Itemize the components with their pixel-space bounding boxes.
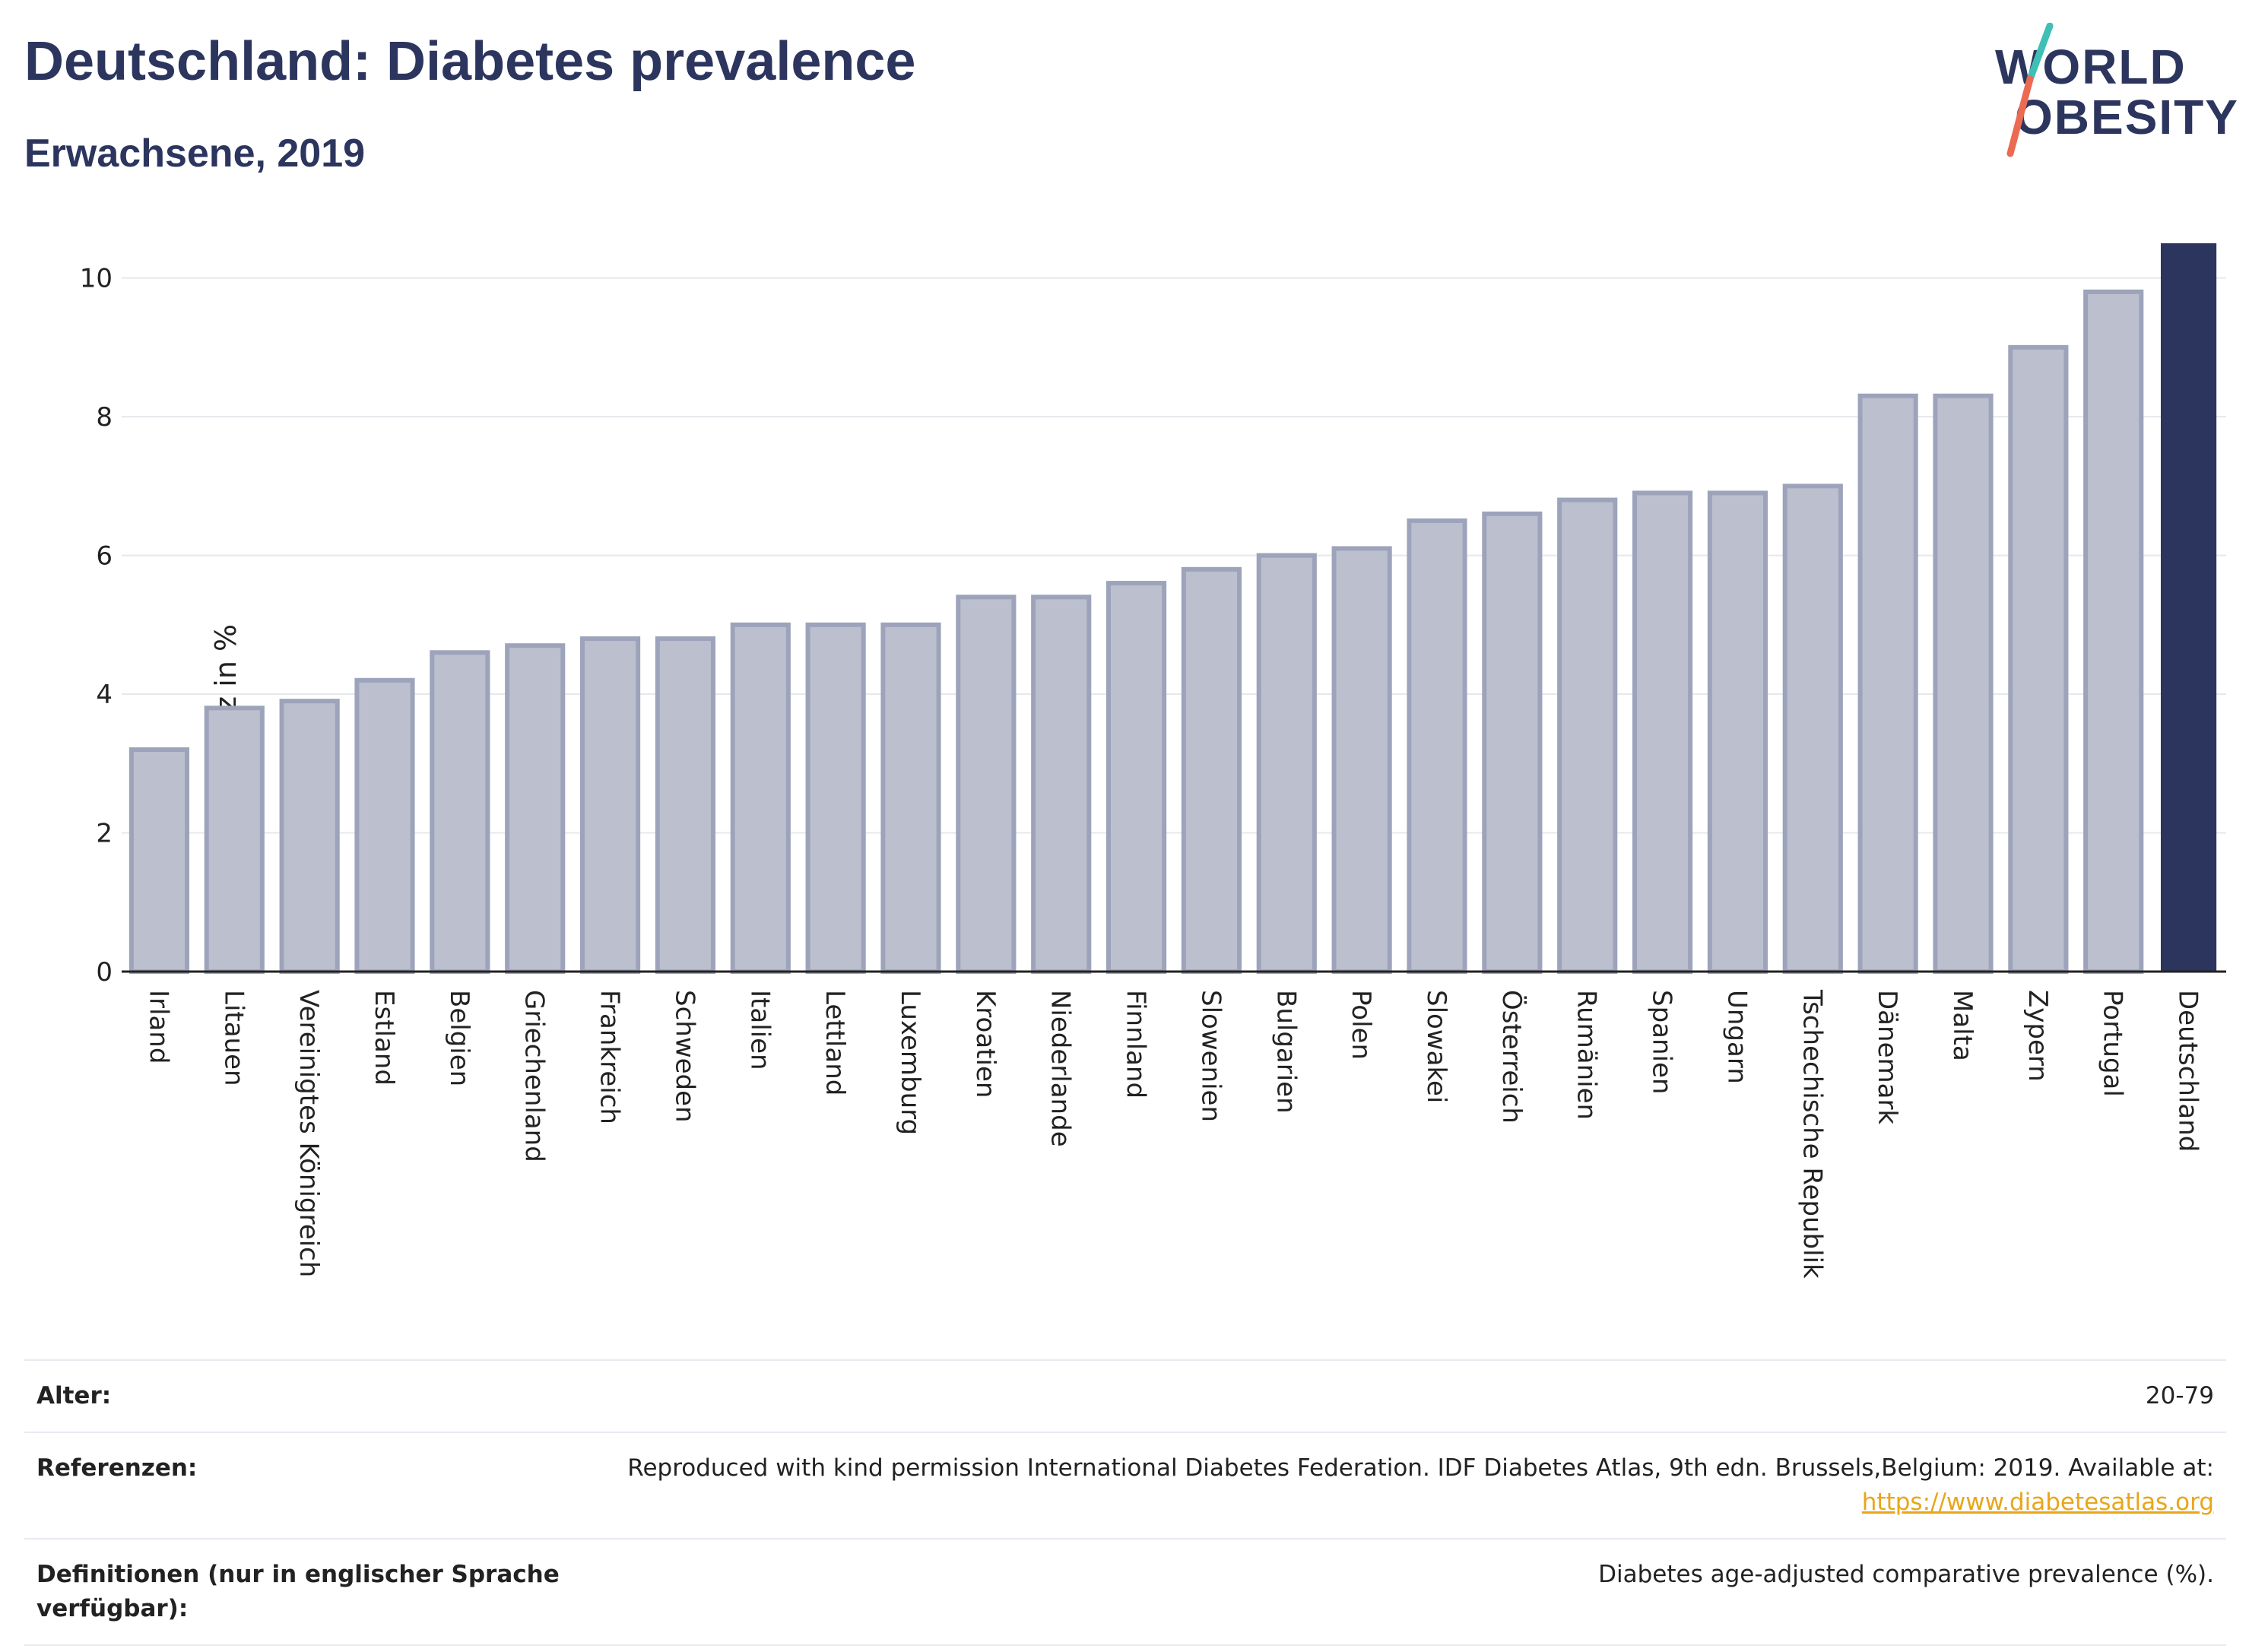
bar: [1181, 566, 1242, 975]
x-tick-label: Estland: [369, 990, 399, 1086]
x-tick-label: Österreich: [1496, 990, 1527, 1124]
bar: [1632, 490, 1693, 974]
bar: [204, 706, 265, 974]
x-tick-label: Frankreich: [595, 990, 625, 1124]
x-tick-label: Belgien: [444, 990, 474, 1086]
x-tick-label: Dänemark: [1872, 990, 1902, 1124]
meta-def-value: Diabetes age-adjusted comparative preval…: [1598, 1560, 2214, 1588]
bar: [354, 677, 415, 974]
bar: [579, 636, 641, 974]
x-tick-label: Niederlande: [1045, 990, 1076, 1147]
x-tick-label: Zypern: [2022, 990, 2053, 1082]
y-tick-label: 6: [96, 541, 113, 572]
bar: [128, 747, 190, 974]
bar: [2160, 243, 2217, 972]
x-tick-label: Malta: [1947, 990, 1978, 1061]
x-tick-label: Tschechische Republik: [1797, 989, 1827, 1279]
bar: [2008, 344, 2069, 975]
bar-chart: 0 2 4 6 8 10 Irland Litauen Vereinigtes Königrei…: [80, 243, 2226, 1279]
bar: [1707, 490, 1768, 974]
meta-age-value: 20-79: [2145, 1382, 2214, 1409]
bar: [730, 622, 791, 974]
meta-row-definitions: Definitionen (nur in englischer Sprache …: [24, 1537, 2226, 1646]
x-tick-label: Finnland: [1121, 990, 1151, 1099]
y-tick-label: 2: [96, 819, 113, 849]
y-tick-label: 0: [96, 957, 113, 988]
bar: [956, 595, 1017, 974]
meta-ref-label: Referenzen:: [36, 1454, 198, 1482]
bar: [655, 636, 716, 974]
x-tick-label: Portugal: [2098, 990, 2128, 1097]
x-tick-label: Lettland: [820, 990, 850, 1096]
bar: [1256, 553, 1317, 975]
bar: [1557, 497, 1618, 975]
meta-age-label: Alter:: [36, 1382, 112, 1409]
logo-slash-top: [2026, 23, 2054, 83]
bar: [805, 622, 866, 974]
y-tick-label: 10: [80, 264, 113, 294]
meta-row-age: Alter: 20-79: [24, 1359, 2226, 1432]
logo-slash-icon: [2006, 23, 2054, 157]
world-obesity-logo: WORLD OBESITY: [1984, 23, 2238, 160]
x-tick-label: Irland: [143, 990, 173, 1064]
x-tick-label: Rumänien: [1572, 990, 1602, 1120]
x-tick-label: Deutschland: [2173, 990, 2203, 1152]
meta-ref-link[interactable]: https://www.diabetesatlas.org: [1861, 1488, 2214, 1516]
x-tick-label: Polen: [1346, 990, 1376, 1060]
x-tick-label: Slowakei: [1421, 990, 1451, 1103]
x-tick-label: Spanien: [1647, 990, 1677, 1094]
x-tick-label: Kroatien: [970, 990, 1001, 1098]
bar: [1482, 511, 1543, 975]
bar: [1782, 484, 1843, 975]
meta-row-references: Referenzen: Reproduced with kind permiss…: [24, 1431, 2226, 1538]
x-tick-label: Luxemburg: [895, 990, 925, 1135]
logo-text-obesity: OBESITY: [2015, 90, 2239, 144]
bar: [880, 622, 941, 974]
chart-subtitle: Erwachsene, 2019: [24, 132, 366, 176]
bar: [1407, 518, 1467, 974]
meta-ref-text: Reproduced with kind permission Internat…: [627, 1454, 2214, 1482]
x-tick-label: Bulgarien: [1270, 990, 1301, 1114]
x-tick-label: Griechenland: [519, 990, 550, 1162]
meta-ref-value: Reproduced with kind permission Internat…: [627, 1451, 2214, 1520]
bar: [505, 643, 566, 975]
logo-slash-bottom: [2006, 75, 2034, 157]
x-tick-label: Schweden: [669, 990, 699, 1123]
bar: [1031, 595, 1092, 974]
meta-def-label: Definitionen (nur in englischer Sprache …: [36, 1560, 560, 1622]
y-tick-label: 8: [96, 402, 113, 433]
x-tick-label: Italien: [744, 990, 775, 1070]
bar: [1857, 393, 1918, 974]
bar: [279, 699, 340, 975]
bar: [1933, 393, 1994, 974]
bar: [1331, 546, 1392, 974]
y-tick-label: 4: [96, 680, 113, 710]
x-tick-label: Ungarn: [1721, 990, 1752, 1084]
x-tick-label: Slowenien: [1195, 990, 1226, 1122]
bar: [2083, 289, 2144, 975]
metadata-table: Alter: 20-79 Referenzen: Reproduced with…: [24, 1359, 2226, 1646]
x-tick-label: Vereinigtes Königreich: [293, 990, 324, 1277]
x-tick-label: Litauen: [218, 990, 249, 1086]
bar: [430, 650, 490, 974]
chart-title: Deutschland: Diabetes prevalence: [24, 31, 916, 92]
bar: [1105, 581, 1167, 974]
